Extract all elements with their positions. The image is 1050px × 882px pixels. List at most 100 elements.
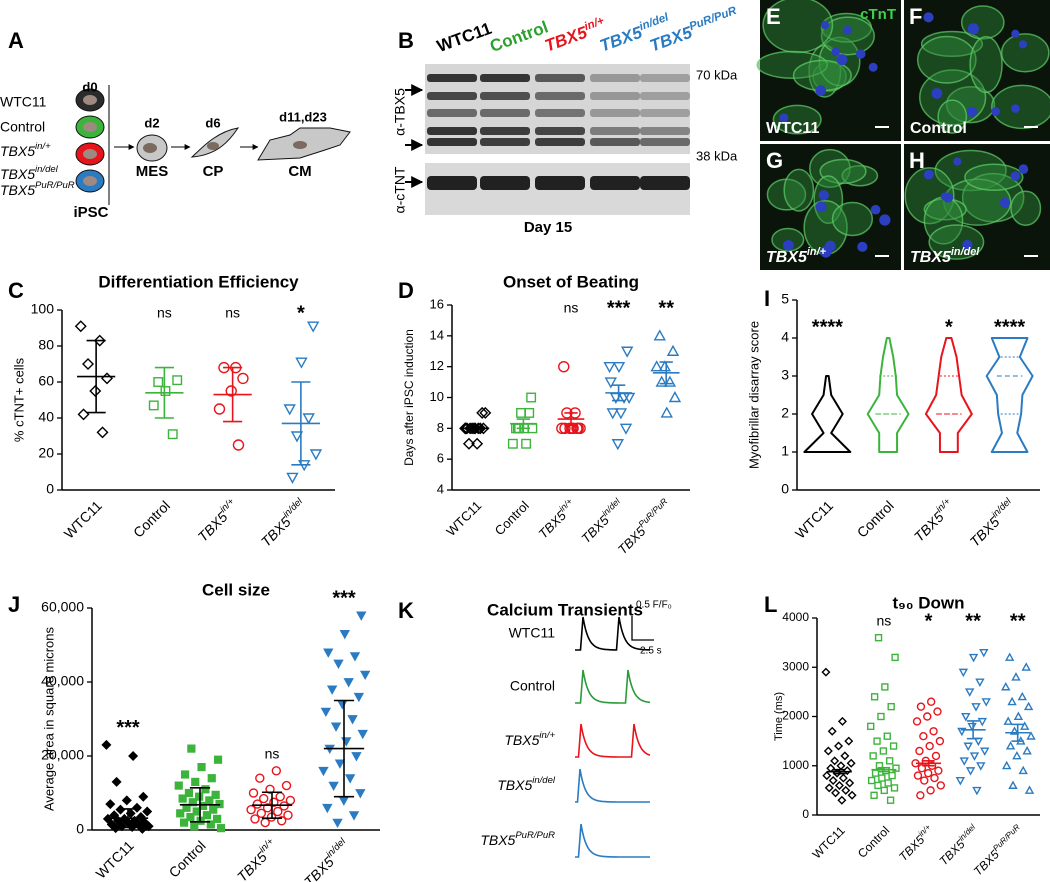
data-point <box>874 634 883 642</box>
blot-band <box>640 109 690 117</box>
data-point <box>339 630 350 640</box>
nucleus <box>831 47 841 56</box>
panel-letter: E <box>766 4 781 29</box>
data-point <box>349 652 361 662</box>
nucleus <box>779 113 789 123</box>
data-point <box>929 727 938 736</box>
data-point <box>619 423 633 435</box>
data-point <box>606 408 619 420</box>
significance: ** <box>1010 610 1026 632</box>
data-point <box>889 742 898 750</box>
data-point <box>981 698 991 707</box>
micrograph-label: WTC11 <box>766 120 819 137</box>
blot-band <box>535 127 585 135</box>
cell-outline <box>1010 190 1042 226</box>
blot-band <box>427 176 477 190</box>
data-point <box>886 796 895 804</box>
data-point <box>225 385 237 397</box>
y-tick-label: 0 <box>802 807 809 821</box>
y-tick-label: 60,000 <box>41 599 84 615</box>
data-point <box>347 715 358 725</box>
data-point <box>668 391 682 403</box>
data-point <box>957 727 967 737</box>
data-point <box>246 804 256 815</box>
nucleus <box>83 176 97 186</box>
x-tick-label: Control <box>855 823 892 860</box>
data-point <box>462 437 475 450</box>
data-point <box>351 752 362 762</box>
antibody-label: α-TBX5 <box>392 88 408 136</box>
data-point <box>206 820 215 829</box>
nucleus <box>857 241 868 252</box>
x-tick-label: TBX5in/del <box>256 496 310 550</box>
data-point <box>831 788 841 798</box>
significance: * <box>945 316 953 338</box>
nucleus <box>820 20 830 30</box>
chart-title: Cell size <box>202 580 270 599</box>
data-point <box>184 788 194 798</box>
data-point <box>93 334 106 347</box>
data-point <box>357 729 368 740</box>
nucleus <box>940 192 949 201</box>
data-point <box>880 786 888 795</box>
nucleus <box>293 141 307 149</box>
data-point <box>892 764 900 772</box>
x-tick-label: TBX5in/del <box>299 836 353 882</box>
data-point <box>101 739 112 750</box>
data-point <box>1024 785 1035 794</box>
cell-outline <box>904 167 955 225</box>
genotype-label-sup: in/+ <box>35 141 51 152</box>
data-point <box>276 816 287 826</box>
nucleus <box>879 214 891 226</box>
cell-outline <box>960 5 1005 40</box>
significance: ** <box>658 297 674 319</box>
data-point <box>333 659 344 669</box>
data-point <box>1023 701 1034 711</box>
data-point <box>101 372 113 385</box>
day-label: d11,d23 <box>279 109 327 124</box>
x-tick-label: TBX5in/+ <box>232 836 281 882</box>
y-tick-label: 1000 <box>782 758 809 772</box>
data-point <box>566 422 578 435</box>
data-point <box>888 771 896 780</box>
western-blot: 70 kDa 38 kDa α-TBX5 α-cTNT Day 15 <box>392 64 738 236</box>
data-point <box>283 810 293 820</box>
nucleus <box>83 95 97 105</box>
y-tick-label: 5 <box>781 291 789 307</box>
x-tick-label: TBX5PuR/PuR <box>614 496 676 558</box>
data-point <box>877 712 885 721</box>
data-point <box>256 808 266 819</box>
data-point <box>205 796 214 805</box>
data-point <box>977 717 987 727</box>
data-point <box>142 806 153 817</box>
nucleus <box>783 239 794 251</box>
data-point <box>320 707 332 718</box>
data-point <box>521 438 532 449</box>
panel-letter: H <box>909 148 925 173</box>
trace-label-sup: PuR/PuR <box>515 830 555 841</box>
calcium-trace <box>575 823 650 858</box>
violin <box>985 337 1034 453</box>
blot-band <box>590 138 640 146</box>
nucleus <box>843 25 852 35</box>
data-point <box>281 780 292 791</box>
data-point <box>479 406 492 419</box>
day-label: d2 <box>144 115 159 130</box>
y-tick-label: 14 <box>430 327 444 342</box>
x-tick-label-sup: PuR/PuR <box>637 496 671 530</box>
x-tick-label-sup: PuR/PuR <box>991 822 1021 852</box>
data-point <box>186 812 195 822</box>
data-point <box>131 802 142 813</box>
data-point <box>135 812 146 823</box>
data-point <box>840 751 850 761</box>
lane-label-main: TBX5 <box>597 23 645 56</box>
data-point <box>612 361 626 374</box>
x-tick-label: TBX5in/+ <box>909 496 958 545</box>
significance: ns <box>225 305 240 321</box>
panel-letter: J <box>8 592 20 617</box>
data-point <box>201 785 210 794</box>
data-point <box>1017 691 1027 701</box>
y-tick-label: 100 <box>31 301 55 317</box>
blot-caption: Day 15 <box>524 219 572 236</box>
x-tick-label: WTC11 <box>93 837 137 881</box>
